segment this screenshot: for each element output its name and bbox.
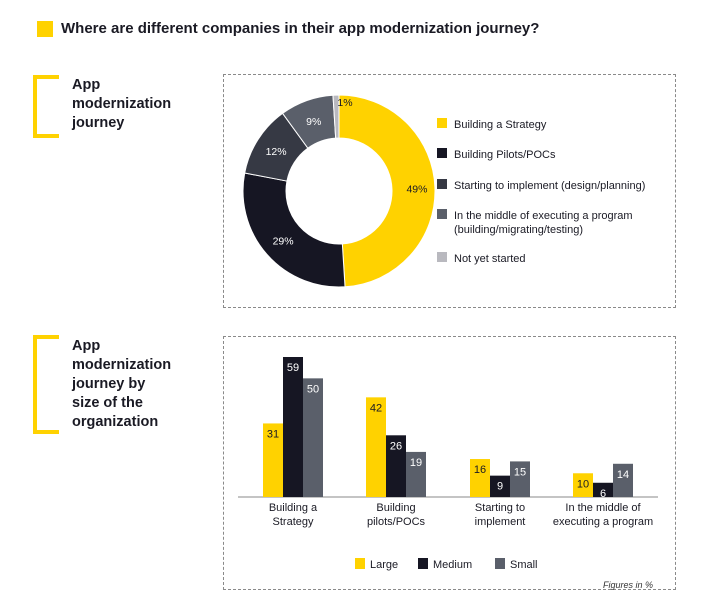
- category-label: executing a program: [553, 516, 653, 528]
- legend-label: Building Pilots/POCs: [454, 149, 556, 161]
- bar-value-label: 50: [307, 383, 319, 395]
- bar: [303, 378, 323, 497]
- section-title-by-size: App modernization journey by size of the…: [72, 337, 171, 432]
- legend-label: Medium: [433, 559, 472, 571]
- bar-value-label: 9: [497, 481, 503, 493]
- bar: [386, 435, 406, 497]
- bar-chart-panel: 31 42 16 10 59 26 9 6 50 19 15 14 Building a Strategy…: [223, 336, 676, 590]
- category-label: Building: [376, 502, 415, 514]
- bar: [490, 475, 510, 497]
- bar: [510, 461, 530, 497]
- legend-swatch: [495, 558, 505, 569]
- figures-note: Figures in %: [602, 580, 653, 590]
- bar: [593, 482, 613, 497]
- section-title-line: modernization: [72, 96, 172, 112]
- section-title-line: journey: [72, 115, 125, 131]
- donut-value-label: 12%: [266, 146, 287, 158]
- bar-value-label: 42: [370, 402, 382, 414]
- bar-value-label: 31: [267, 428, 279, 440]
- bar-value-label: 19: [410, 457, 422, 469]
- legend-label: Not yet started: [454, 253, 526, 265]
- section-title-line: organization: [72, 414, 159, 430]
- bar-value-label: 6: [600, 488, 606, 500]
- donut-value-label: 49%: [406, 184, 427, 196]
- bar-value-label: 59: [287, 362, 299, 374]
- donut-value-label: 1%: [337, 97, 352, 109]
- donut-chart: 49% 29% 12% 9% 1% Building a Strategy Building…: [242, 94, 645, 288]
- legend-label: Large: [370, 559, 398, 571]
- bar: [406, 451, 426, 497]
- bar: [613, 463, 633, 497]
- bar: [470, 459, 490, 497]
- page-title: Where are different companies in their a…: [61, 20, 540, 37]
- legend-swatch: [437, 148, 447, 158]
- legend-swatch: [437, 209, 447, 219]
- legend-label: In the middle of executing a program: [454, 210, 633, 222]
- legend-swatch: [418, 558, 428, 569]
- bar: [573, 473, 593, 497]
- donut-slice: [242, 172, 346, 288]
- legend-swatch: [355, 558, 365, 569]
- donut-slice: [332, 94, 340, 139]
- category-label: pilots/POCs: [367, 516, 426, 528]
- section-title-line: modernization: [72, 357, 172, 373]
- category-label: Strategy: [273, 516, 314, 528]
- bar-value-label: 16: [474, 464, 486, 476]
- donut-value-label: 9%: [306, 116, 321, 128]
- title-marker: [37, 21, 53, 37]
- donut-value-label: 29%: [273, 235, 294, 247]
- category-label: In the middle of: [565, 502, 641, 514]
- category-label: implement: [475, 516, 526, 528]
- legend-swatch: [437, 252, 447, 262]
- legend-swatch: [437, 118, 447, 128]
- section-title-journey: App modernization journey: [72, 76, 171, 133]
- bar-value-label: 26: [390, 440, 402, 452]
- donut-chart-panel: 49% 29% 12% 9% 1% Building a Strategy Building…: [223, 74, 676, 308]
- legend-swatch: [437, 179, 447, 189]
- section-title-line: journey by: [72, 376, 146, 392]
- bar: [283, 357, 303, 497]
- bar: [263, 423, 283, 497]
- category-label: Building a: [269, 502, 318, 514]
- bar-chart: 31 42 16 10 59 26 9 6 50 19 15 14 Building a Strategy…: [238, 357, 658, 571]
- bar-value-label: 14: [617, 469, 629, 481]
- section-bracket-journey: [33, 75, 59, 138]
- category-label: Starting to: [475, 502, 525, 514]
- section-bracket-by-size: [33, 335, 59, 434]
- section-title-line: size of the: [72, 395, 143, 411]
- section-title-line: App: [72, 77, 101, 93]
- legend-label: (building/migrating/testing): [454, 224, 583, 236]
- bar: [366, 397, 386, 497]
- section-title-line: App: [72, 338, 101, 354]
- legend-label: Building a Strategy: [454, 119, 547, 131]
- bar-value-label: 15: [514, 466, 526, 478]
- legend-label: Small: [510, 559, 538, 571]
- legend-label: Starting to implement (design/planning): [454, 180, 645, 192]
- bar-value-label: 10: [577, 478, 589, 490]
- donut-slice: [338, 94, 436, 288]
